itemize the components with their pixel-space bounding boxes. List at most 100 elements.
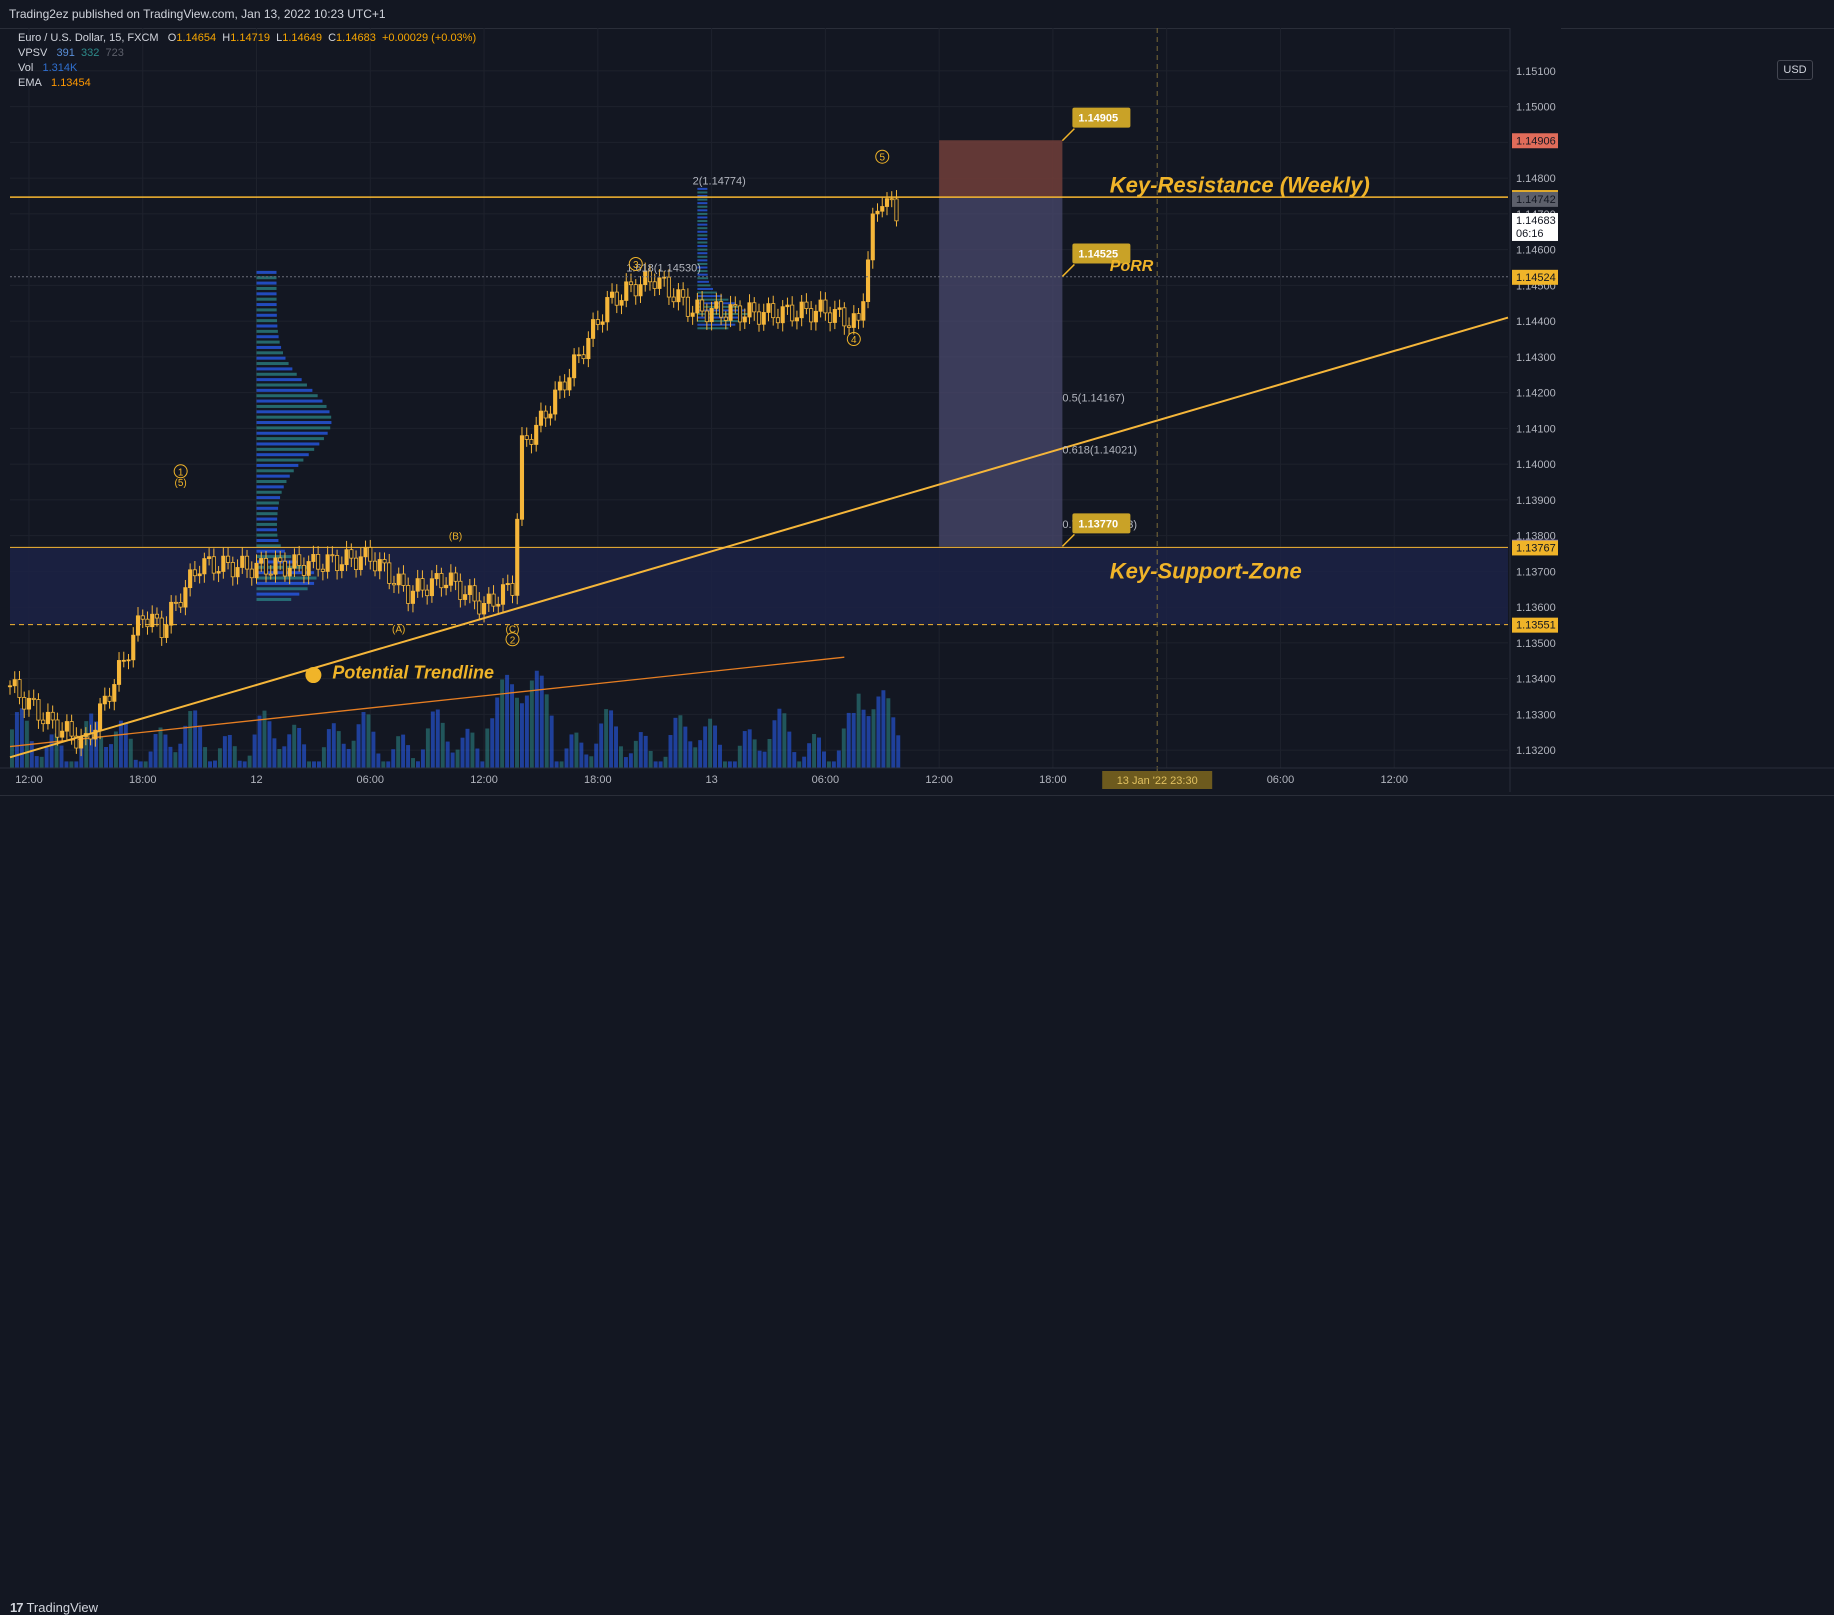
volume-profile-bar <box>256 308 277 312</box>
volume-profile-bar <box>697 230 708 233</box>
candle-body <box>652 281 657 289</box>
chart-pane[interactable]: 2(1.14774) 1.618(1.14530) 0.5(1.14167) 0.61… <box>0 28 1834 795</box>
volume-profile-bar <box>256 410 330 414</box>
volume-bar <box>356 724 361 768</box>
wave-label: 2 <box>510 635 516 646</box>
volume-profile-bar <box>697 255 708 258</box>
volume-bar <box>589 756 594 768</box>
price-label: 1.14524 <box>1516 272 1556 284</box>
tradingview-logo-icon: 17 <box>10 1600 24 1615</box>
trendline-handle[interactable] <box>305 667 322 684</box>
volume-profile-bar <box>256 480 287 484</box>
candle-body <box>761 312 766 325</box>
volume-profile-bar <box>256 431 328 435</box>
volume-bar <box>14 712 19 768</box>
candle-body <box>666 276 671 298</box>
volume-bar <box>203 747 208 768</box>
candle-body <box>339 564 344 572</box>
volume-bar <box>628 753 633 768</box>
volume-bar <box>861 709 866 768</box>
time-tick: 12:00 <box>15 774 43 786</box>
volume-bar <box>212 760 217 768</box>
volume-bar <box>336 731 341 768</box>
candle-body <box>747 302 752 318</box>
volume-bar <box>856 693 861 768</box>
volume-profile-bar <box>697 277 709 280</box>
volume-profile-bar <box>256 528 277 532</box>
trendline[interactable] <box>9 316 1509 759</box>
candle-body <box>600 321 605 325</box>
volume-bar <box>826 761 831 768</box>
price-tick: 1.14300 <box>1516 352 1556 364</box>
candle-body <box>425 589 430 597</box>
fib-label: 1.618(1.14530) <box>626 263 701 275</box>
annotation-text: PoRR <box>1110 258 1154 275</box>
tradingview-logo[interactable]: 17 TradingView <box>10 1600 98 1615</box>
volume-bar <box>584 754 589 768</box>
candle-body <box>145 618 150 628</box>
candle-body <box>467 585 472 595</box>
volume-bar <box>277 749 282 768</box>
callout-leader <box>1061 263 1075 277</box>
candle-body <box>60 730 65 738</box>
volume-bar <box>480 761 485 768</box>
time-tick: 18:00 <box>584 774 612 786</box>
volume-bar <box>544 694 549 768</box>
candle-body <box>453 572 458 582</box>
volume-bar <box>500 679 505 768</box>
volume-profile-bar <box>697 259 708 262</box>
volume-bar <box>411 758 415 768</box>
currency-button[interactable]: USD <box>1777 60 1813 80</box>
volume-bar <box>817 737 821 768</box>
price-chart[interactable]: 2(1.14774) 1.618(1.14530) 0.5(1.14167) 0.61… <box>0 28 1834 795</box>
volume-profile-bar <box>256 587 308 591</box>
volume-bar <box>767 738 772 768</box>
volume-profile-bar <box>256 463 299 467</box>
price-label: 1.14906 <box>1516 135 1556 147</box>
candle-body <box>396 573 401 586</box>
candle-body <box>837 307 842 310</box>
volume-bar <box>742 731 747 768</box>
volume-bar <box>381 761 386 768</box>
volume-profile-bar <box>697 280 709 283</box>
brand-name: TradingView <box>26 1600 99 1615</box>
candle-body <box>12 679 17 687</box>
price-tick: 1.14600 <box>1516 245 1556 257</box>
legend-ema[interactable]: EMA 1.13454 <box>18 77 91 89</box>
price-label: 1.14683 <box>1516 215 1556 227</box>
vpsv-value-1: 391 <box>56 47 75 59</box>
candle-body <box>377 559 382 572</box>
candle-body <box>254 562 259 579</box>
volume-profile-bar <box>697 245 708 248</box>
candle-body <box>477 600 482 615</box>
price-tick: 1.14400 <box>1516 316 1556 328</box>
volume-bar <box>831 761 836 768</box>
annotation-text: Key-Support-Zone <box>1110 559 1302 584</box>
volume-profile-bar <box>256 367 293 371</box>
volume-profile-bar <box>697 234 708 237</box>
volume-bar <box>376 753 381 768</box>
volume-profile-bar <box>256 270 277 274</box>
volume-profile-bar <box>256 469 294 473</box>
volume-bar <box>891 717 896 768</box>
volume-bar <box>74 761 79 768</box>
candle-body <box>349 549 354 559</box>
candle-body <box>818 299 823 312</box>
wave-label: 4 <box>851 335 857 346</box>
price-axis-bg <box>1510 28 1561 792</box>
time-tick: 12 <box>250 774 262 786</box>
legend-high-label: H <box>222 32 231 44</box>
volume-profile-bar <box>256 474 290 478</box>
time-tick: 06:00 <box>1267 774 1295 786</box>
time-tick: 06:00 <box>357 774 385 786</box>
volume-bar <box>232 746 237 768</box>
stop-zone <box>939 140 1063 198</box>
candle-body <box>671 296 676 303</box>
footer-bar: 17 TradingView <box>0 795 1834 1615</box>
legend-vpsv[interactable]: VPSV 391 332 723 <box>18 47 124 59</box>
legend-vol[interactable]: Vol 1.314K <box>18 62 77 74</box>
candle-body <box>344 549 349 566</box>
volume-bar <box>534 670 539 768</box>
legend-open: 1.14654 <box>176 32 217 44</box>
candle-body <box>26 697 32 710</box>
